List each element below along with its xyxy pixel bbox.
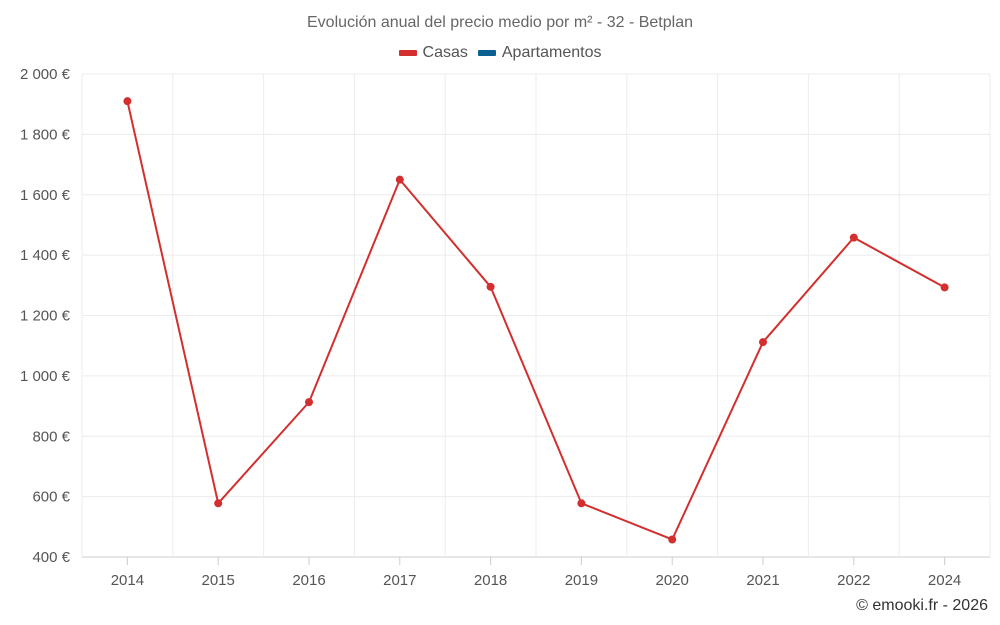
legend-swatch-casas [398,50,417,56]
x-tick-label: 2017 [383,572,416,589]
x-tick-label: 2021 [746,572,779,589]
data-point-casas-2016 [305,398,313,407]
data-point-casas-2014 [123,97,132,106]
x-tick-label: 2020 [656,572,689,589]
legend-label-apartamentos: Apartamentos [501,44,602,61]
chart-title: Evolución anual del precio medio por m² … [307,14,693,31]
y-tick-label: 1 000 € [20,368,71,385]
data-point-casas-2018 [486,282,495,291]
series-line-casas [126,100,946,541]
y-tick-label: 1 600 € [20,187,71,204]
data-point-casas-2019 [577,499,586,508]
credit-text: © emooki.fr - 2026 [856,597,988,614]
data-point-casas-2015 [214,499,223,508]
legend: Casas Apartamentos [0,44,1000,62]
y-tick-label: 1 400 € [20,247,71,264]
legend-item-casas[interactable]: Casas [398,44,468,62]
data-point-casas-2021 [759,338,767,347]
x-tick-label: 2015 [202,572,235,589]
x-tick-label: 2022 [837,572,870,589]
legend-item-apartamentos[interactable]: Apartamentos [477,44,602,62]
legend-label-casas: Casas [422,44,468,61]
y-tick-label: 800 € [32,428,70,445]
data-point-casas-2024 [940,283,949,292]
data-point-casas-2020 [668,535,677,544]
legend-swatch-apartamentos [477,50,496,56]
data-point-casas-2017 [395,175,404,184]
x-tick-label: 2018 [474,572,507,589]
y-tick-label: 400 € [32,549,70,566]
data-point-casas-2022 [849,233,858,242]
x-tick-label: 2014 [111,572,144,589]
x-tick-label: 2024 [928,572,961,589]
x-tick-label: 2016 [292,572,325,589]
y-tick-label: 600 € [32,489,70,506]
y-tick-label: 1 200 € [20,308,71,325]
y-tick-label: 2 000 € [20,66,71,83]
x-tick-label: 2019 [565,572,598,589]
y-tick-label: 1 800 € [20,126,71,143]
